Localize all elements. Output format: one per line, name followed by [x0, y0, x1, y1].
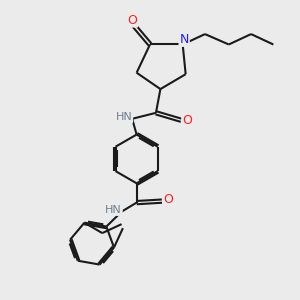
Text: HN: HN	[105, 205, 122, 215]
Text: O: O	[127, 14, 137, 27]
Text: O: O	[164, 193, 173, 206]
Text: N: N	[179, 33, 189, 46]
Text: HN: HN	[116, 112, 132, 122]
Text: O: O	[182, 114, 192, 127]
